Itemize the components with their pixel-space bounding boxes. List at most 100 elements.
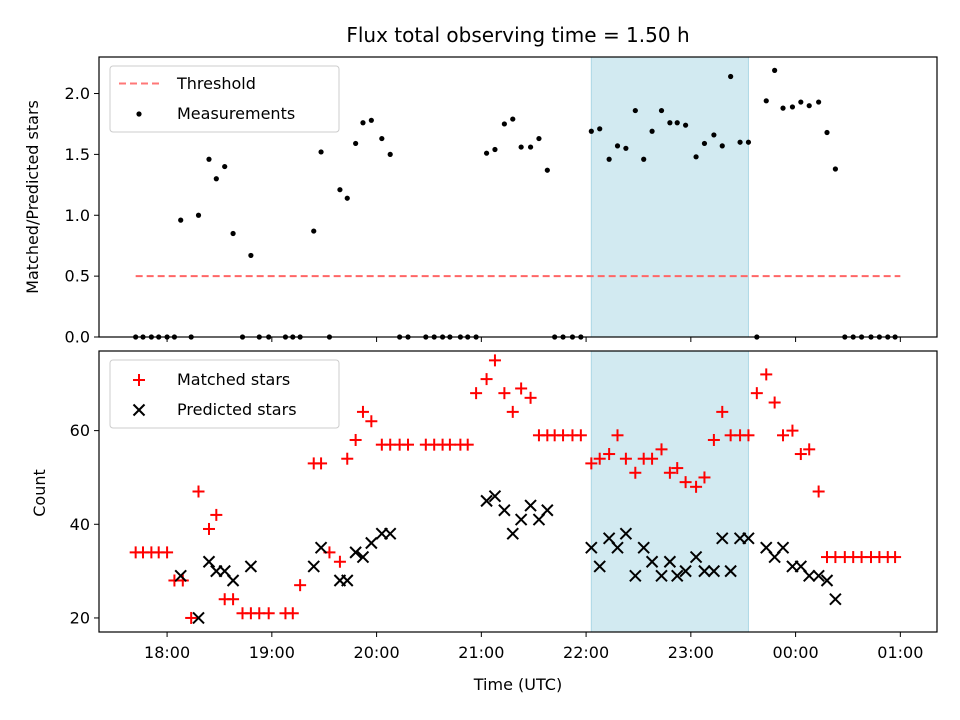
measurement-point	[614, 143, 621, 149]
measurement-point	[780, 105, 786, 111]
measurement-point	[667, 120, 673, 126]
predicted-star-point	[488, 489, 502, 503]
matched-star-point	[498, 387, 511, 400]
measurement-point	[492, 146, 498, 153]
measurement-point	[379, 135, 385, 142]
bottom-x-axis-ticks: 18:00 19:00 20:00 21:00 22:00 23:00 00:00 01:00	[144, 632, 923, 662]
matched-star-point	[707, 433, 720, 446]
matched-star-point	[506, 405, 519, 418]
measurement-point	[213, 176, 219, 182]
matched-star-point	[812, 485, 825, 498]
measurement-point	[711, 132, 717, 138]
predicted-star-point	[314, 541, 328, 554]
predicted-star-point	[671, 569, 684, 583]
measurement-point	[248, 252, 254, 259]
matched-star-point	[574, 429, 587, 442]
predicted-star-point	[307, 560, 320, 573]
matched-star-point	[210, 508, 223, 521]
predicted-star-point	[541, 504, 554, 517]
measurement-point	[772, 67, 778, 73]
measurement-points	[133, 67, 898, 340]
measurement-point	[674, 120, 680, 126]
top-ytick-label: 0.5	[65, 267, 90, 286]
matched-star-point	[750, 387, 763, 400]
legend-matched-swatch	[133, 374, 145, 386]
top-legend: Threshold Measurements	[109, 65, 340, 133]
matched-star-point	[349, 433, 362, 446]
bottom-panel: 20 40 60 18:00 19:00 20:00 21:00 22:00 23:00 00:…	[30, 350, 938, 694]
predicted-star-point	[716, 532, 729, 545]
measurement-point	[649, 128, 655, 134]
predicted-star-point	[506, 527, 519, 540]
matched-star-point	[889, 551, 902, 564]
predicted-star-point	[341, 574, 354, 587]
predicted-star-point	[655, 569, 668, 583]
measurement-point	[806, 103, 812, 109]
measurement-point	[483, 150, 490, 156]
predicted-star-point	[192, 611, 205, 625]
bottom-ytick-label: 60	[70, 421, 90, 440]
predicted-star-point	[383, 527, 397, 540]
measurement-point	[588, 128, 594, 134]
matched-star-point	[603, 448, 616, 461]
matched-star-point	[619, 452, 632, 465]
bottom-shaded-region	[590, 350, 749, 633]
matched-star-point	[333, 555, 346, 568]
predicted-star-point	[498, 504, 511, 517]
x-axis-label: Time (UTC)	[473, 675, 562, 694]
matched-star-point	[690, 480, 703, 493]
chart-title: Flux total observing time = 1.50 h	[346, 23, 689, 47]
measurement-point	[632, 107, 638, 114]
top-legend-box	[109, 65, 340, 133]
legend-measurements-label: Measurements	[177, 104, 295, 123]
bottom-plot-frame	[98, 350, 938, 633]
predicted-star-point	[776, 541, 790, 554]
predicted-star-point	[524, 499, 537, 512]
matched-star-point	[161, 546, 174, 559]
bottom-observing-span	[590, 350, 749, 633]
matched-star-point	[655, 443, 668, 456]
bottom-xtick-label: 20:00	[354, 643, 400, 662]
top-panel: 0.00.51.01.52.0 Matched/Predicted stars …	[23, 56, 938, 347]
measurement-point	[728, 73, 734, 80]
measurement-point	[178, 217, 184, 223]
predicted-star-point	[202, 555, 216, 568]
measurement-point	[737, 139, 743, 145]
bottom-y-axis-label: Count	[30, 469, 49, 517]
measurement-point	[763, 98, 769, 104]
matched-stars-points	[129, 354, 902, 624]
top-ytick-label: 1.5	[65, 145, 90, 164]
measurement-point	[606, 156, 612, 162]
measurement-point	[623, 145, 629, 151]
bottom-y-axis-ticks: 20 40 60	[70, 421, 99, 627]
measurement-point	[353, 140, 359, 147]
matched-star-point	[786, 424, 799, 437]
predicted-star-point	[724, 564, 737, 578]
measurement-point	[683, 122, 689, 128]
measurement-point	[501, 121, 507, 127]
matched-star-point	[611, 429, 624, 442]
measurement-point	[832, 166, 838, 172]
legend-predicted-label: Predicted stars	[177, 400, 297, 419]
predicted-star-point	[585, 541, 598, 554]
measurement-point	[206, 156, 212, 162]
measurement-point	[337, 187, 343, 193]
matched-star-point	[524, 391, 537, 404]
predicted-star-point	[365, 536, 378, 550]
matched-star-point	[185, 611, 198, 624]
measurement-point	[311, 228, 317, 234]
matched-star-point	[679, 476, 692, 489]
top-ytick-label: 0.0	[65, 328, 90, 347]
predicted-star-point	[619, 527, 633, 540]
predicted-star-point	[244, 560, 258, 573]
bottom-xtick-label: 18:00	[144, 643, 190, 662]
measurement-point	[344, 195, 350, 201]
matched-star-point	[716, 405, 729, 418]
matched-star-point	[777, 429, 790, 442]
matched-star-point	[341, 452, 354, 465]
matched-star-point	[315, 457, 328, 470]
matched-star-point	[470, 387, 483, 400]
bottom-ytick-label: 40	[70, 515, 90, 534]
measurement-point	[701, 140, 708, 147]
